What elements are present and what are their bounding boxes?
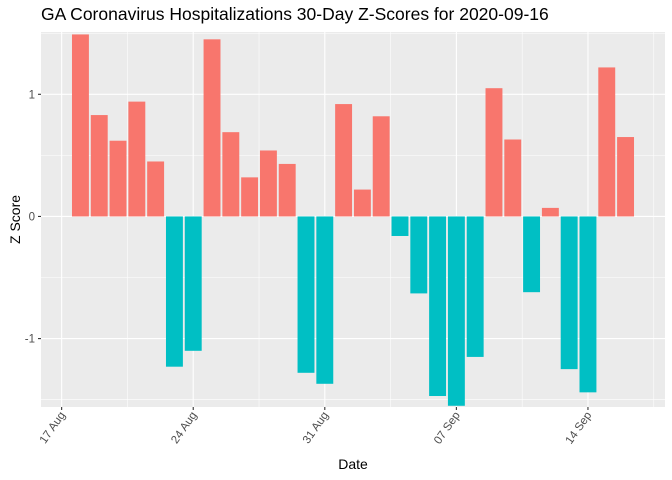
bar (485, 88, 503, 217)
bar (523, 216, 541, 293)
bar (203, 39, 221, 217)
bar (147, 161, 165, 217)
bar (560, 216, 578, 370)
bar (297, 216, 315, 373)
x-tick-label: 17 Aug (38, 410, 68, 446)
y-tick-label: 0 (29, 211, 35, 223)
bar (447, 216, 465, 406)
bar (222, 132, 240, 217)
bar (278, 163, 296, 217)
bar (128, 101, 146, 217)
x-axis: 17 Aug 24 Aug 31 Aug 07 Sep 14 Sep (38, 407, 595, 447)
bar (429, 216, 447, 397)
bars-group (71, 34, 635, 406)
bar (541, 207, 559, 217)
x-tick-label: 24 Aug (169, 410, 199, 446)
bar (410, 216, 428, 294)
bar (504, 139, 522, 217)
bar (598, 67, 616, 217)
bar (617, 137, 635, 217)
bar (71, 34, 89, 217)
y-axis: -1 0 1 (25, 89, 41, 346)
chart-title: GA Coronavirus Hospitalizations 30-Day Z… (41, 4, 549, 24)
y-tick-label: 1 (29, 89, 35, 101)
bar (90, 115, 108, 217)
bar (241, 177, 259, 217)
bar (335, 104, 353, 217)
x-tick-label: 14 Sep (564, 410, 595, 447)
bar (579, 216, 597, 393)
bar (353, 189, 371, 217)
bar (259, 150, 277, 217)
bar (372, 116, 390, 217)
bar (165, 216, 183, 367)
y-axis-title: Z Score (7, 195, 23, 244)
bar (184, 216, 202, 351)
bar (316, 216, 334, 384)
bar (466, 216, 484, 357)
x-tick-label: 31 Aug (301, 410, 331, 446)
x-axis-title: Date (338, 456, 368, 472)
bar (391, 216, 409, 236)
x-tick-label: 07 Sep (432, 410, 463, 447)
bar (109, 140, 127, 217)
y-tick-label: -1 (25, 334, 35, 346)
